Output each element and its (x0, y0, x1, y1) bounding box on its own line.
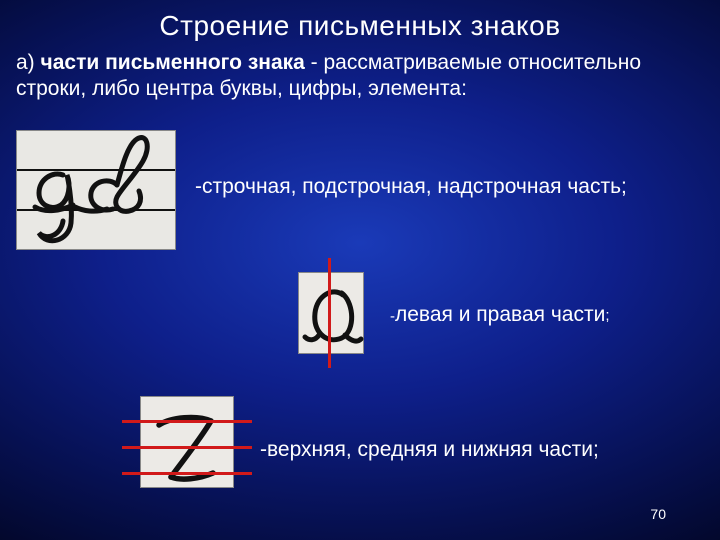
figure-1-letters (16, 130, 176, 250)
caption-2: -левая и правая части; (390, 303, 609, 327)
figure-2-glyph (299, 273, 365, 355)
figure-2-letter (298, 272, 364, 354)
intro-prefix: а) (16, 51, 41, 74)
figure-2-wrap (290, 258, 375, 368)
caption-2-text: левая и правая части (395, 303, 605, 326)
page-number: 70 (650, 506, 666, 522)
figure-3-glyph (141, 397, 235, 489)
figure-3-hline-1 (122, 420, 252, 423)
figure-2-vline (328, 258, 331, 368)
intro-paragraph: а) части письменного знака - рассматрива… (0, 42, 720, 103)
slide-title: Строение письменных знаков (0, 0, 720, 42)
figure-3-hline-2 (122, 446, 252, 449)
figure-3-hline-3 (122, 472, 252, 475)
figure-1-glyphs (17, 131, 177, 251)
intro-bold: части письменного знака (41, 51, 305, 74)
caption-2-semi: ; (605, 307, 609, 324)
caption-1: -строчная, подстрочная, надстрочная част… (195, 175, 627, 199)
caption-3: -верхняя, средняя и нижняя части; (260, 438, 599, 462)
figure-3-wrap (122, 388, 252, 496)
